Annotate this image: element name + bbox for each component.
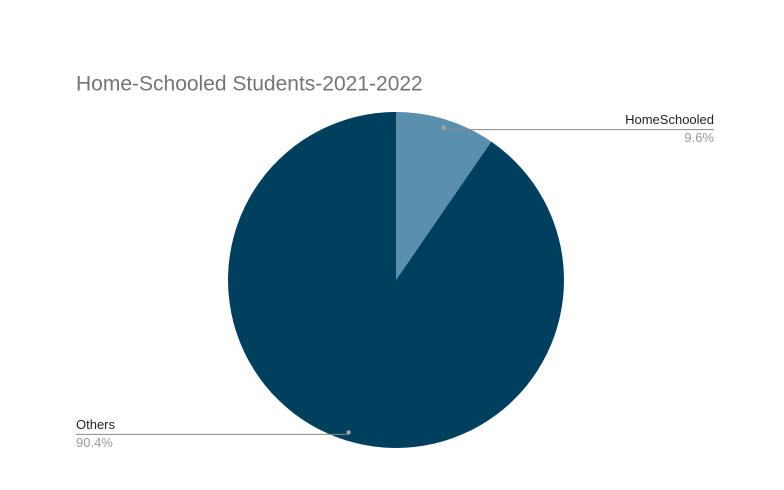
leader-line xyxy=(442,127,714,131)
leader-dot xyxy=(346,430,351,435)
chart-title: Home-Schooled Students-2021-2022 xyxy=(76,73,423,96)
leader-line xyxy=(76,432,350,435)
pie-slice xyxy=(228,112,564,448)
slice-value-label: 9.6% xyxy=(684,130,714,145)
slice-label: Others xyxy=(76,417,116,432)
slice-label: HomeSchooled xyxy=(625,112,714,127)
pie-slice xyxy=(396,112,492,280)
slice-value-label: 90.4% xyxy=(76,435,113,450)
leader-dot xyxy=(441,125,446,130)
